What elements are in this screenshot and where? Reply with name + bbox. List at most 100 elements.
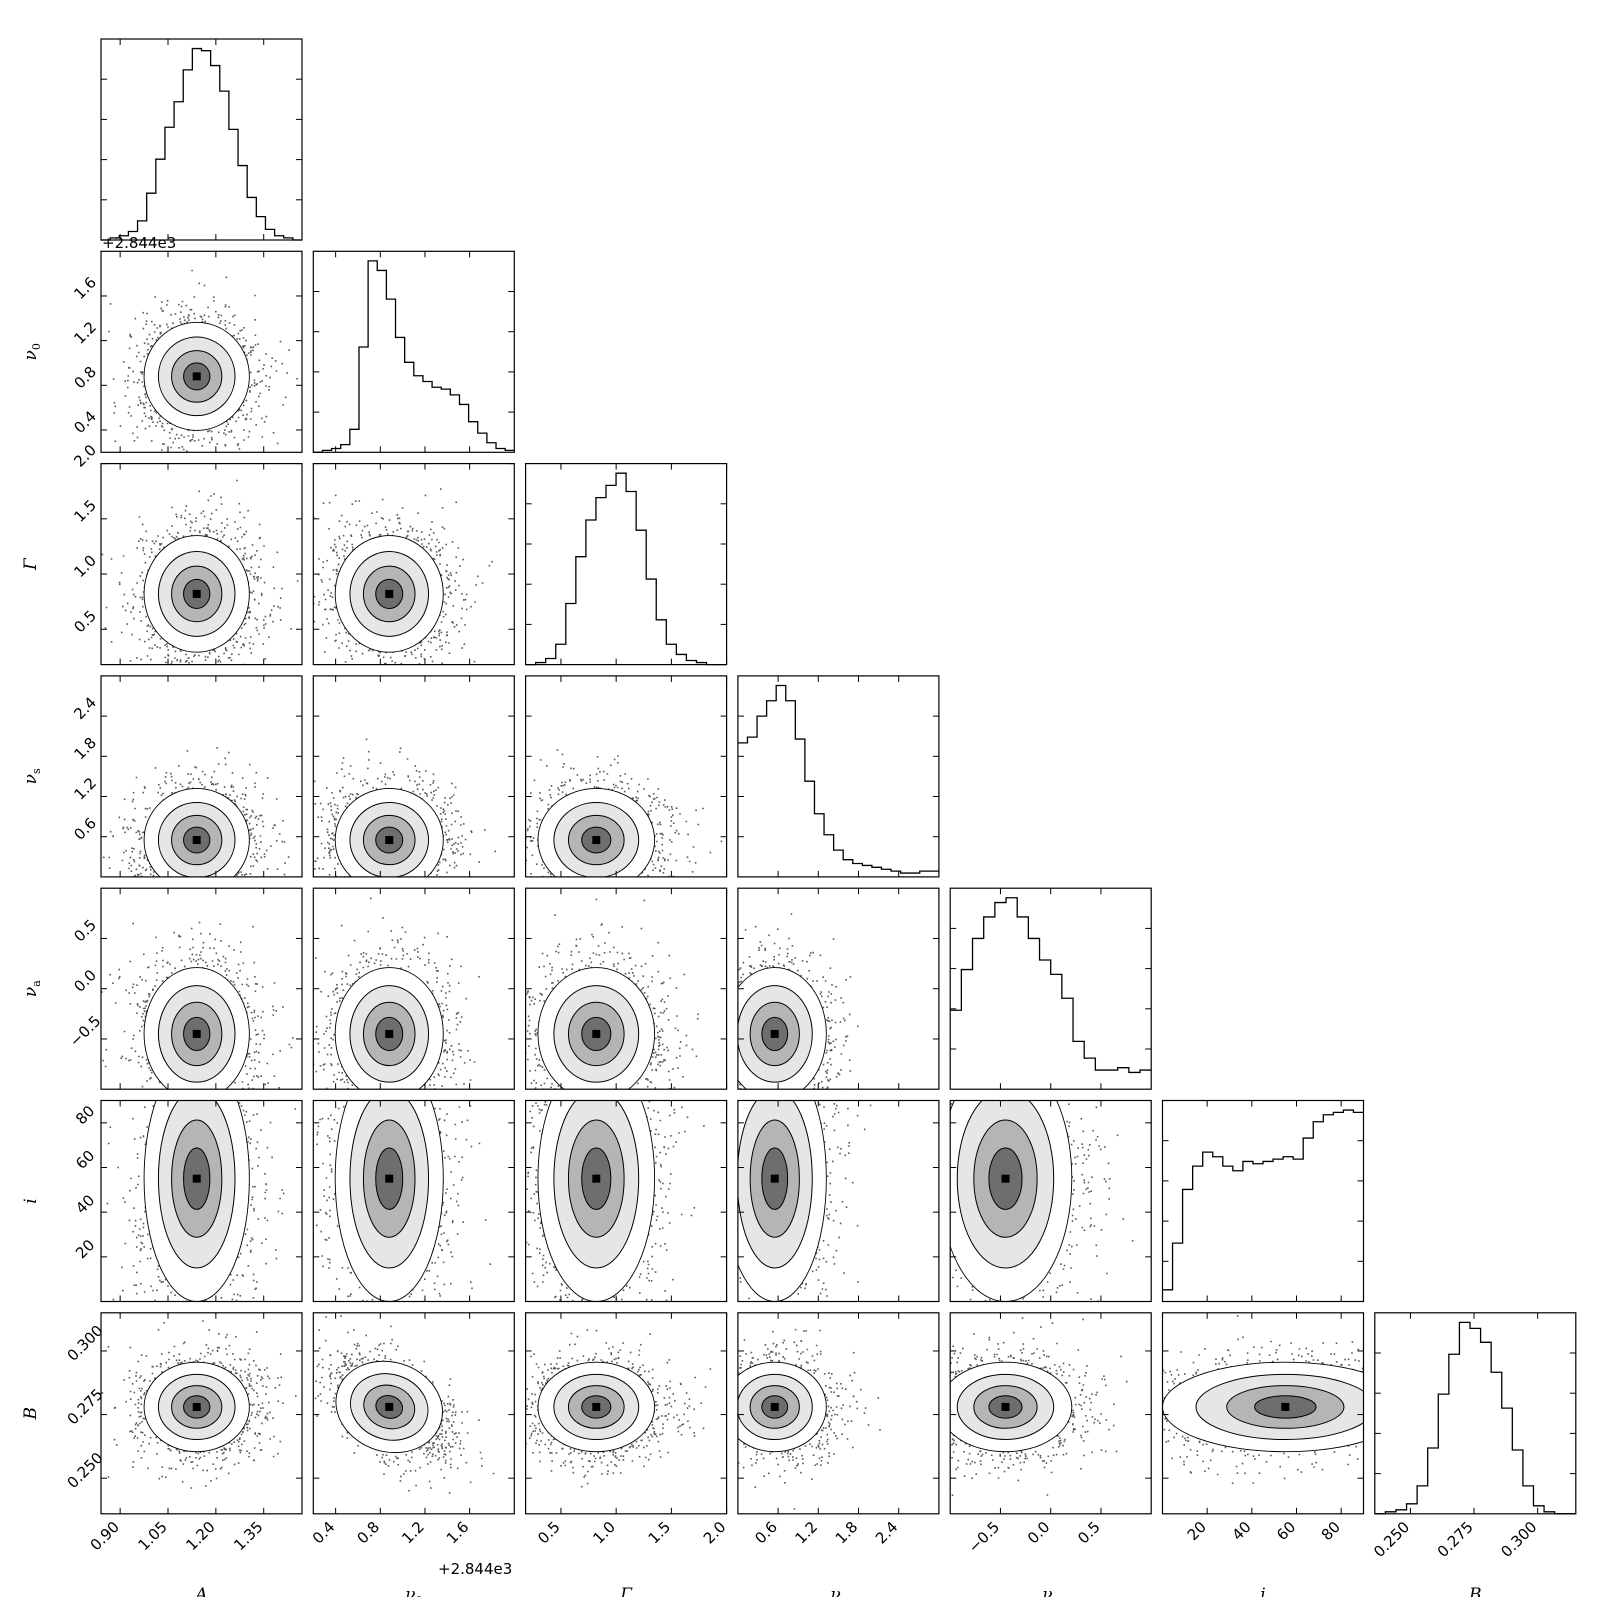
panel-ticks [525,463,728,665]
y-tick-label: 2.0 [70,441,100,471]
x-axis-label: νa [1042,1585,1059,1597]
panel-ticks [101,888,302,1090]
scatter-panel-1-0 [108,269,298,452]
panel-frame [100,1099,303,1303]
y-axis-label: νs [21,768,43,784]
scatter-panel-5-1 [313,1100,492,1302]
scatter-panel-3-2 [525,749,723,877]
panel-frame [100,250,303,453]
scatter-panel-5-2 [525,1100,705,1302]
scatter-panel-4-2 [525,898,699,1090]
panel-frame [312,1312,515,1515]
top-offset-label: +2.844e3 [102,234,176,252]
panel-frame [312,675,515,878]
histogram-step-line [737,684,939,874]
density-peak [1001,1174,1010,1183]
histogram-step-line [1162,1109,1364,1291]
panel-frame [524,463,728,666]
panel-ticks [101,39,302,240]
x-tick-label: 0.5 [534,1518,564,1548]
histogram-panel-3 [737,675,940,878]
panel-ticks [1162,1100,1364,1302]
y-axis-label: νa [21,980,43,997]
histogram-panel-1 [312,250,515,453]
x-tick-label: 1.05 [134,1518,170,1554]
x-tick-label: 0.5 [1074,1518,1104,1548]
histogram-panel-5 [1161,1099,1365,1303]
scatter-panel-6-4 [950,1317,1128,1497]
panel-ticks [313,888,515,1090]
x-tick-label: 1.20 [182,1518,218,1554]
panel-frame [737,675,940,878]
density-peak [1001,1402,1010,1411]
panel-ticks [313,1100,515,1302]
y-tick-label: 0.8 [70,363,100,393]
x-tick-label: 1.35 [230,1518,266,1554]
x-axis-label: νs [830,1585,846,1597]
x-tick-label: −0.5 [965,1518,1003,1556]
panel-ticks [525,675,728,877]
panel-ticks [950,888,1152,1090]
scatter-panel-5-3 [737,1100,872,1302]
x-axis-label: B [1468,1585,1482,1597]
scatter-panel-6-3 [737,1328,881,1510]
y-tick-label: 1.6 [70,273,100,303]
density-peak [770,1402,779,1411]
x-offset-label: +2.844e3 [438,1560,512,1578]
histogram-step-line [101,47,302,241]
density-peak [192,589,201,598]
scatter-panel-5-0 [106,1100,297,1302]
panel-ticks [525,1312,728,1514]
histogram-step-line [313,260,515,453]
panel-ticks [313,463,515,665]
x-tick-label: 1.2 [398,1518,428,1548]
x-axis-label: Γ [619,1585,633,1597]
y-tick-label: 1.8 [70,734,100,764]
x-tick-label: 40 [1228,1518,1254,1544]
panel-ticks [1374,1312,1576,1514]
x-tick-label: 20 [1184,1518,1210,1544]
x-axis-label: A [193,1585,207,1597]
y-tick-label: 0.5 [70,916,100,946]
y-tick-label: 0.250 [64,1449,107,1492]
histogram-step-line [1374,1321,1576,1515]
y-tick-label: −0.5 [66,1012,104,1050]
scatter-panel-4-0 [101,921,294,1090]
panel-ticks [737,675,939,877]
panel-ticks [101,1100,302,1302]
density-peak [770,1174,779,1183]
y-tick-label: 0.6 [70,814,100,844]
x-tick-label: 0.4 [309,1518,339,1548]
x-tick-label: 60 [1273,1518,1299,1544]
y-tick-label: 0.0 [70,966,100,996]
panel-frame [737,1099,940,1303]
density-peak [192,836,201,845]
histogram-panel-6 [1374,1312,1577,1515]
scatter-points [313,897,480,1090]
density-peak [192,1402,201,1411]
panel-frame [312,1099,515,1303]
y-tick-label: 1.0 [70,551,100,581]
y-axis-label: Γ [21,557,41,571]
panel-ticks [101,1312,302,1514]
x-tick-label: 0.6 [751,1518,781,1548]
x-tick-label: 1.0 [589,1518,619,1548]
x-tick-label: 2.0 [700,1518,730,1548]
x-tick-label: 0.90 [87,1518,123,1554]
panel-ticks [950,1312,1152,1514]
x-tick-label: 1.6 [443,1518,473,1548]
scatter-panel-6-2 [525,1329,712,1488]
panel-frame [524,675,728,878]
panel-frame [1161,1312,1365,1515]
y-tick-label: 0.275 [64,1385,107,1428]
scatter-panel-2-1 [313,488,493,665]
scatter-panel-5-4 [950,1100,1134,1302]
histogram-step-line [525,472,727,666]
density-peak [385,836,394,845]
density-peak [192,1029,201,1038]
density-peak [1281,1402,1290,1411]
histogram-panel-2 [524,463,728,666]
density-peak [192,372,201,381]
panel-frame [100,1312,303,1515]
